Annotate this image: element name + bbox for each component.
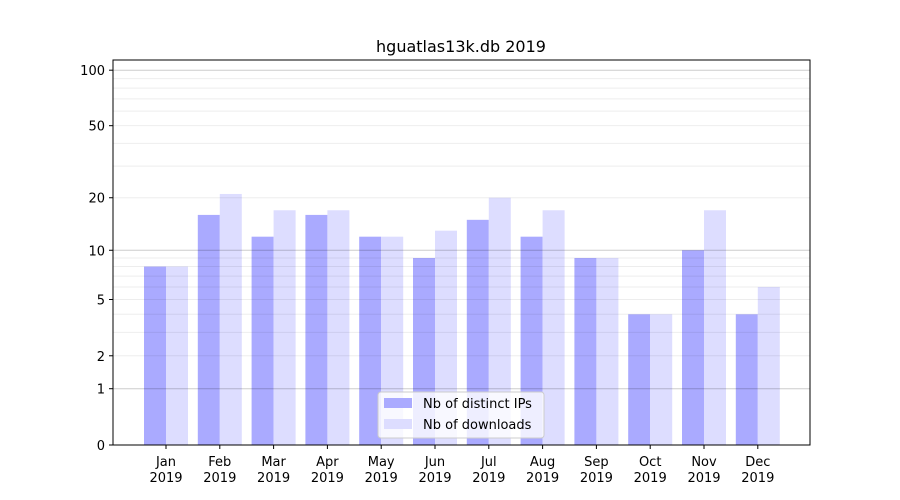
bar-downloads [166,266,188,445]
x-tick-label: Dec 2019 [741,455,774,486]
bar-downloads [219,193,242,445]
bar-distinct-ips [735,314,758,445]
bar-downloads [650,314,673,445]
x-tick-label: Oct 2019 [634,455,667,486]
bar-downloads [488,197,511,445]
bar-distinct-ips [682,250,704,445]
x-tick-label: Feb 2019 [203,455,236,486]
x-tick-label: Apr 2019 [311,455,344,486]
x-tick-label: Mar 2019 [257,455,290,486]
bar-downloads [327,210,350,445]
bar-downloads [435,230,457,445]
bar-downloads [542,210,565,445]
bar-downloads [596,258,619,445]
bar-distinct-ips [466,219,489,445]
chart-title: hguatlas13k.db 2019 [376,37,546,56]
bar-downloads [273,210,296,445]
bar-distinct-ips [574,258,597,445]
y-tick-label: 1 [97,383,105,398]
x-tick-label: Nov 2019 [687,455,720,486]
y-tick-label: 0 [97,439,105,454]
x-tick-label: Jun 2019 [418,455,451,486]
y-tick-label: 5 [97,293,105,308]
x-tick-label: Jul 2019 [472,455,505,486]
y-tick-label: 10 [88,244,105,259]
bar-distinct-ips [197,214,220,445]
bar-downloads [757,286,780,445]
bar-distinct-ips [144,266,166,445]
plot-frame [112,59,811,446]
y-tick-label: 50 [88,120,105,135]
bar-distinct-ips [305,214,328,445]
y-tick-label: 100 [80,64,105,79]
bar-downloads [704,210,726,445]
bar-distinct-ips [628,314,651,445]
legend-label: Nb of downloads [423,418,532,433]
legend-box [377,391,545,439]
legend-swatch [384,419,412,429]
legend-label: Nb of distinct IPs [423,397,532,412]
bar-distinct-ips [359,236,382,445]
y-tick-label: 2 [97,350,105,365]
x-tick-label: Aug 2019 [526,455,559,486]
x-tick-label: Jan 2019 [149,455,182,486]
legend-swatch [384,398,412,408]
y-tick-label: 20 [88,192,105,207]
x-tick-label: Sep 2019 [580,455,613,486]
legend: Nb of distinct IPs Nb of downloads [377,391,545,439]
x-tick-label: May 2019 [365,455,398,486]
bar-distinct-ips [251,236,274,445]
